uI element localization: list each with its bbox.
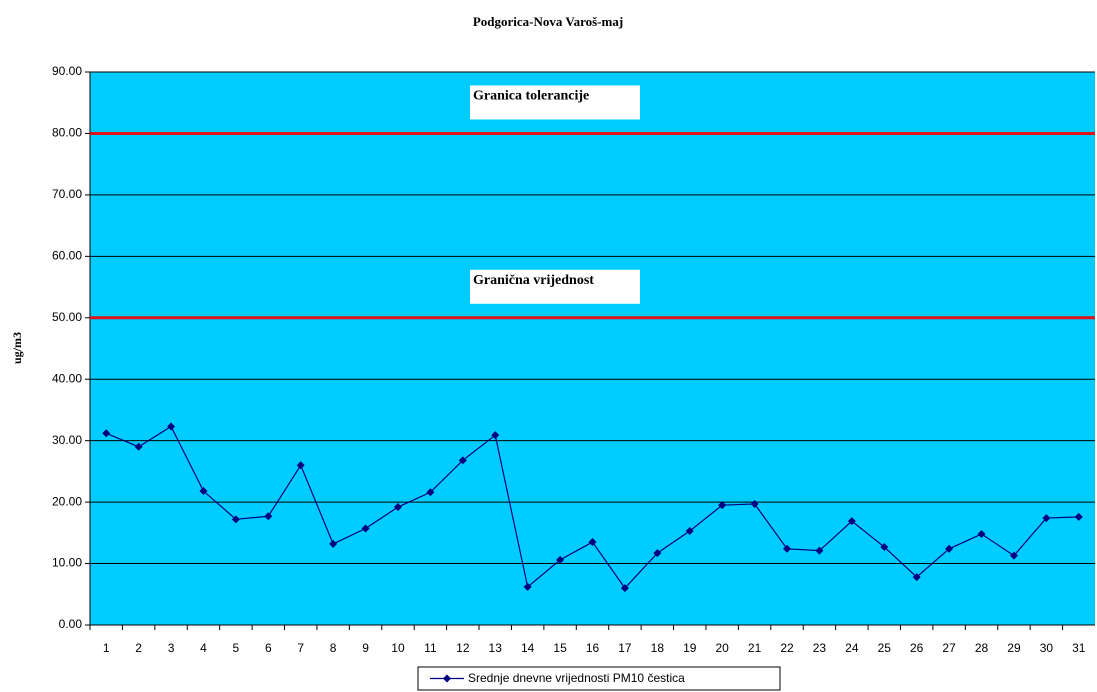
x-tick-label: 24 (845, 641, 859, 655)
data-point (556, 555, 565, 564)
legend-label: Srednje dnevne vrijednosti PM10 čestica (468, 671, 685, 685)
annotation: Granična vrijednost (473, 273, 594, 288)
x-tick-label: 26 (910, 641, 924, 655)
data-point (426, 488, 435, 497)
data-point (750, 499, 759, 508)
x-tick-label: 7 (297, 641, 304, 655)
x-tick-label: 15 (553, 641, 567, 655)
y-tick-label: 30.00 (52, 433, 82, 447)
x-tick-label: 30 (1040, 641, 1054, 655)
data-point (491, 431, 500, 440)
annotation: Granica tolerancije (473, 89, 589, 104)
x-tick-label: 2 (135, 641, 142, 655)
data-point (329, 539, 338, 548)
data-point (815, 546, 824, 555)
data-point (167, 422, 176, 431)
plot-area (90, 72, 1095, 625)
x-tick-label: 14 (521, 641, 535, 655)
chart-title: Podgorica-Nova Varoš-maj (473, 14, 623, 29)
data-point (134, 442, 143, 451)
data-point (231, 515, 240, 524)
y-tick-label: 0.00 (59, 617, 83, 631)
x-tick-label: 29 (1007, 641, 1021, 655)
x-tick-label: 23 (813, 641, 827, 655)
data-point (685, 526, 694, 535)
y-tick-label: 40.00 (52, 371, 82, 385)
x-tick-label: 17 (618, 641, 632, 655)
data-point (264, 512, 273, 521)
x-tick-label: 31 (1072, 641, 1086, 655)
data-point (620, 584, 629, 593)
x-tick-label: 1 (103, 641, 110, 655)
x-tick-label: 19 (683, 641, 697, 655)
x-tick-label: 4 (200, 641, 207, 655)
data-point (1009, 551, 1018, 560)
x-tick-label: 28 (975, 641, 989, 655)
data-point (880, 542, 889, 551)
x-tick-label: 8 (330, 641, 337, 655)
data-point (199, 487, 208, 496)
legend-marker (443, 674, 451, 683)
x-tick-label: 25 (878, 641, 892, 655)
y-tick-label: 20.00 (52, 494, 82, 508)
x-tick-label: 12 (456, 641, 470, 655)
data-point (977, 530, 986, 539)
y-tick-label: 80.00 (52, 126, 82, 140)
data-point (1042, 514, 1051, 523)
y-tick-label: 10.00 (52, 556, 82, 570)
x-tick-label: 3 (168, 641, 175, 655)
data-point (718, 501, 727, 510)
y-tick-label: 50.00 (52, 310, 82, 324)
data-point (393, 503, 402, 512)
annotation-box (470, 85, 640, 120)
x-tick-label: 10 (391, 641, 405, 655)
y-tick-label: 70.00 (52, 187, 82, 201)
y-tick-label: 60.00 (52, 249, 82, 263)
x-tick-label: 11 (424, 641, 437, 655)
data-point (912, 573, 921, 582)
x-tick-label: 27 (942, 641, 956, 655)
data-point (296, 461, 305, 470)
x-tick-label: 6 (265, 641, 272, 655)
x-tick-label: 18 (651, 641, 665, 655)
x-tick-label: 9 (362, 641, 369, 655)
data-point (102, 429, 111, 438)
data-point (847, 517, 856, 526)
data-point (361, 524, 370, 533)
y-axis-label: ug/m3 (10, 332, 24, 364)
y-tick-label: 90.00 (52, 64, 82, 78)
data-point (458, 456, 467, 465)
x-tick-label: 22 (780, 641, 794, 655)
legend (417, 666, 781, 691)
x-tick-label: 21 (748, 641, 762, 655)
annotation-box (470, 269, 640, 304)
data-point (588, 538, 597, 547)
data-point (1074, 512, 1083, 521)
x-tick-label: 16 (586, 641, 600, 655)
data-point (945, 544, 954, 553)
data-point (653, 549, 662, 558)
x-tick-label: 5 (233, 641, 240, 655)
x-tick-label: 20 (715, 641, 729, 655)
data-point (783, 544, 792, 553)
data-point (523, 582, 532, 591)
x-tick-label: 13 (489, 641, 503, 655)
